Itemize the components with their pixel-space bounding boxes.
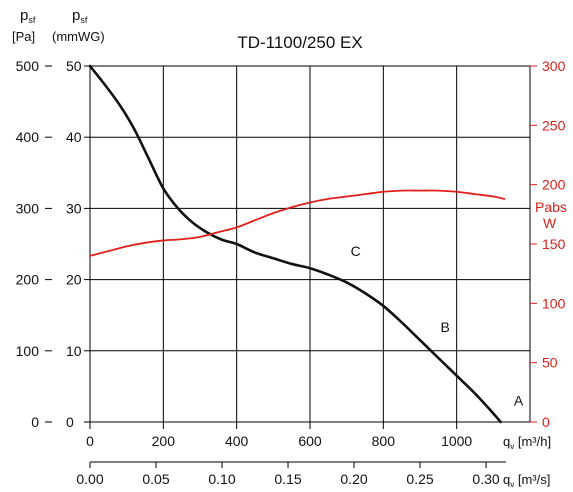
y-w-axis-unit: W [543, 215, 557, 231]
curve-point-label-b: B [441, 319, 450, 335]
y-mm-tick-label: 50 [66, 58, 82, 74]
x-axis-label: qv [m³/h] [503, 434, 551, 451]
x-tick-label: 600 [298, 433, 322, 449]
y-pa-tick-label: 0 [31, 414, 39, 430]
x-tick-label: 400 [225, 433, 249, 449]
y-pa-tick-label: 300 [16, 200, 40, 216]
y-w-tick-label: 100 [542, 295, 566, 311]
y-pa-axis-label: psf [20, 7, 36, 25]
y-mm-tick-label: 40 [66, 129, 82, 145]
y-mm-tick-label: 0 [66, 414, 74, 430]
y-w-tick-label: 300 [542, 58, 566, 74]
x2-tick-label: 0.10 [208, 471, 235, 487]
axes: 0 200 400 600 800 1000 qv [m³/h]0.00 0.05 0.10 0.… [12, 7, 567, 489]
y-w-tick-label: 200 [542, 177, 566, 193]
x2-tick-label: 0.00 [76, 471, 103, 487]
x-tick-label: 200 [152, 433, 176, 449]
x2-tick-label: 0.30 [472, 471, 499, 487]
y-mm-tick-label: 30 [66, 200, 82, 216]
x2-tick-label: 0.25 [406, 471, 433, 487]
series-line-power [89, 189, 506, 257]
y-w-axis-label: Pabs [535, 199, 567, 215]
x-tick-label: 800 [372, 433, 396, 449]
series-line-pressure [88, 64, 502, 424]
y-w-tick-label: 250 [542, 117, 566, 133]
grid [89, 65, 531, 423]
curve-point-label-a: A [514, 392, 524, 408]
y-mm-axis-label: psf [72, 7, 88, 25]
y-pa-tick-label: 500 [16, 58, 40, 74]
y-pa-tick-label: 200 [16, 272, 40, 288]
y-mm-tick-label: 20 [66, 272, 82, 288]
curve-point-label-c: C [351, 243, 361, 259]
y-pa-axis-unit: [Pa] [12, 29, 35, 44]
y-pa-tick-label: 100 [16, 343, 40, 359]
y-pa-tick-label: 400 [16, 129, 40, 145]
x2-tick-label: 0.15 [274, 471, 301, 487]
y-mm-axis-unit: (mmWG) [52, 29, 105, 44]
x-tick-label: 1000 [441, 433, 472, 449]
series [88, 64, 506, 424]
x-tick-label: 0 [86, 433, 94, 449]
x2-tick-label: 0.05 [142, 471, 169, 487]
y-w-tick-label: 0 [542, 414, 550, 430]
chart-title: TD-1100/250 EX [237, 33, 362, 52]
y-w-tick-label: 50 [542, 355, 558, 371]
labels: TD-1100/250 EX C B A [237, 33, 524, 408]
x2-tick-label: 0.20 [340, 471, 367, 487]
y-mm-tick-label: 10 [66, 343, 82, 359]
y-w-tick-label: 150 [542, 236, 566, 252]
x2-axis-label: qv [m³/s] [503, 472, 550, 489]
